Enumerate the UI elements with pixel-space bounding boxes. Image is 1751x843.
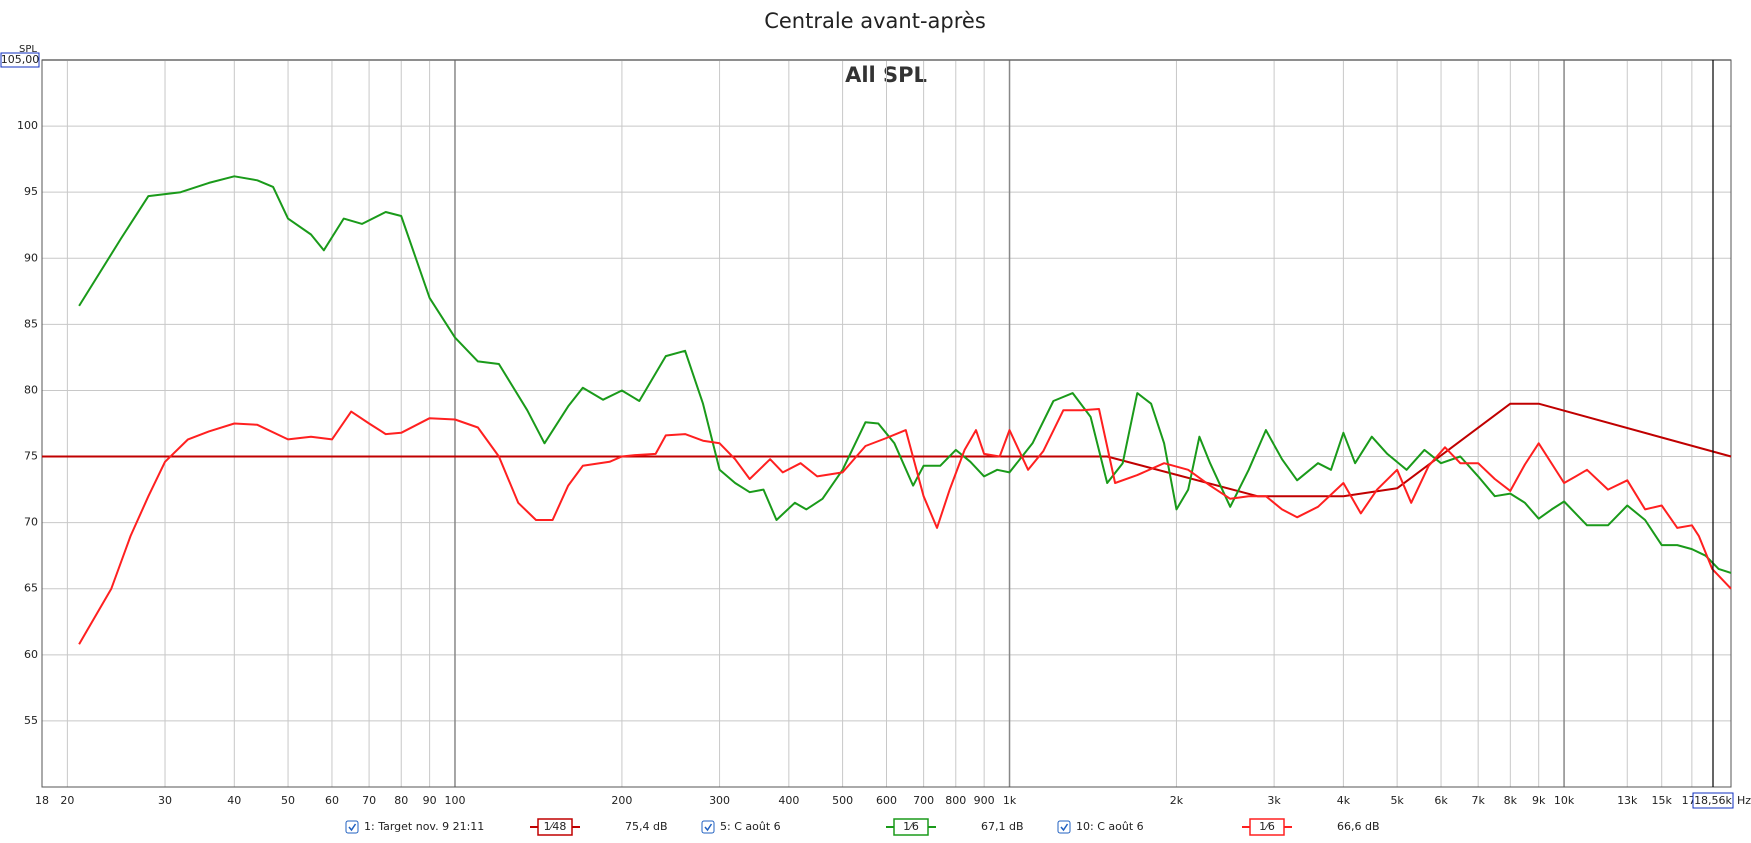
x-tick-label: 60 (325, 794, 339, 807)
x-tick-label: 20 (60, 794, 74, 807)
x-tick-label: 900 (974, 794, 995, 807)
legend-smoothing: 1⁄6 (1259, 820, 1275, 833)
legend-level: 66,6 dB (1337, 820, 1380, 833)
series-line (42, 402, 1732, 498)
legend-item: 10: C août 6 1⁄6 66,6 dB (1057, 818, 1380, 836)
legend-smoothing-box (1249, 818, 1285, 836)
x-tick-label: 4k (1337, 794, 1351, 807)
y-tick-box (0, 52, 40, 68)
x-tick-label: 80 (394, 794, 408, 807)
x-tick-label: 6k (1434, 794, 1448, 807)
legend-name: 10: C août 6 (1076, 820, 1144, 833)
cursor-box (1692, 792, 1734, 809)
y-tick-label: 55 (24, 714, 38, 727)
legend-item: 5: C août 6 1⁄6 67,1 dB (701, 818, 1024, 836)
x-tick-label: 100 (444, 794, 465, 807)
x-tick-label: 30 (158, 794, 172, 807)
legend-smoothing: 1⁄48 (544, 820, 567, 833)
series-line (78, 175, 1732, 574)
legend-level: 67,1 dB (981, 820, 1024, 833)
x-axis-label: Hz (1737, 794, 1751, 807)
x-tick-label: 13k (1617, 794, 1638, 807)
x-tick-label: 800 (945, 794, 966, 807)
x-tick-label: 18 (35, 794, 49, 807)
x-tick-label: 8k (1504, 794, 1518, 807)
x-tick-label: 2k (1170, 794, 1184, 807)
y-tick-label: 90 (24, 251, 38, 264)
x-tick-label: 50 (281, 794, 295, 807)
y-tick-label: 75 (24, 450, 38, 463)
y-tick-label: 70 (24, 516, 38, 529)
legend-smoothing-box (893, 818, 929, 836)
x-tick-label: 500 (832, 794, 853, 807)
y-tick-label: 105,00 (1, 53, 40, 66)
legend-item: 1: Target nov. 9 21:11 1⁄48 75,4 dB (345, 818, 668, 836)
x-tick-label: 90 (423, 794, 437, 807)
series-line (78, 408, 1732, 645)
plot-frame (41, 59, 1732, 788)
legend-check (348, 823, 357, 832)
y-tick-label: 85 (24, 317, 38, 330)
x-tick-label: 70 (362, 794, 376, 807)
legend-checkbox[interactable] (701, 820, 715, 834)
y-tick-label: 60 (24, 648, 38, 661)
x-tick-label: 200 (611, 794, 632, 807)
y-tick-label: 65 (24, 582, 38, 595)
x-tick-label: 600 (876, 794, 897, 807)
y-tick-label: 100 (17, 119, 38, 132)
x-tick-label: 9k (1532, 794, 1546, 807)
legend-name: 1: Target nov. 9 21:11 (364, 820, 484, 833)
legend-check (704, 823, 713, 832)
x-tick-label: 5k (1390, 794, 1404, 807)
chart-title: Centrale avant-après (764, 9, 986, 33)
legend-name: 5: C août 6 (720, 820, 781, 833)
x-tick-label: 7k (1471, 794, 1485, 807)
legend-level: 75,4 dB (625, 820, 668, 833)
x-tick-label: 15k (1652, 794, 1673, 807)
x-tick-label: 40 (227, 794, 241, 807)
legend-smoothing: 1⁄6 (903, 820, 919, 833)
y-tick-label: 80 (24, 383, 38, 396)
x-tick-label: 300 (709, 794, 730, 807)
legend-smoothing-box (537, 818, 573, 836)
y-axis-label: SPL (19, 44, 37, 55)
legend-checkbox[interactable] (345, 820, 359, 834)
x-tick-label: 400 (778, 794, 799, 807)
cursor-label: 18,56k (1694, 794, 1732, 807)
x-tick-label: 1k (1003, 794, 1017, 807)
legend-checkbox[interactable] (1057, 820, 1071, 834)
x-tick-label: 3k (1267, 794, 1281, 807)
legend-check (1060, 823, 1069, 832)
x-tick-label: 700 (913, 794, 934, 807)
y-tick-label: 95 (24, 185, 38, 198)
x-tick-label: 10k (1554, 794, 1575, 807)
